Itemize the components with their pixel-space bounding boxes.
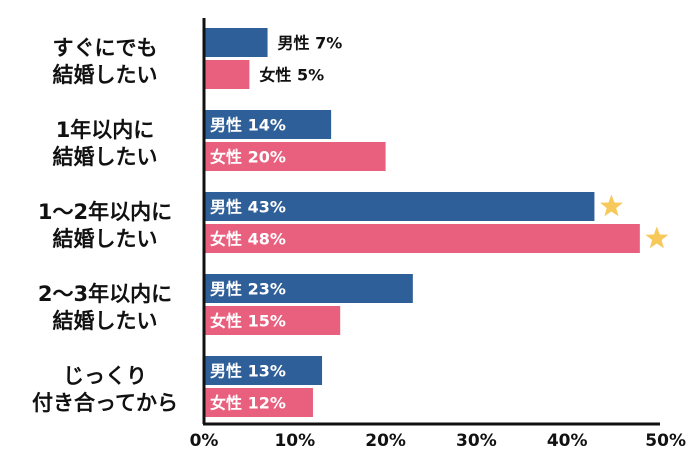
male-bar	[204, 192, 595, 221]
female-bar	[204, 306, 341, 335]
x-tick-label: 20%	[365, 431, 406, 451]
axis: 0% 10% 20% 30% 40% 50%	[190, 18, 686, 451]
x-tick-label: 10%	[274, 431, 315, 451]
x-tick-label: 50%	[645, 431, 686, 451]
male-bar	[204, 110, 332, 139]
female-bar	[204, 60, 250, 89]
female-bar	[204, 142, 386, 171]
female-bar	[204, 224, 640, 253]
bar-data-label: 男性 14%	[210, 116, 286, 135]
bar-data-label: 女性 15%	[210, 312, 286, 331]
x-tick-label: 30%	[456, 431, 497, 451]
bar-data-label: 女性 48%	[210, 230, 286, 249]
category-label: じっくり付き合ってから	[32, 364, 178, 415]
male-bar	[204, 274, 413, 303]
bars: 男性 7% 女性 5% 男性 14% 女性 20% 男性 43% 女性 48% 男性 23%…	[204, 28, 669, 417]
male-bar	[204, 28, 268, 57]
bar-data-label: 女性 5%	[259, 66, 324, 85]
bar-data-label: 男性 43%	[210, 198, 286, 217]
bar-data-label: 男性 13%	[210, 362, 286, 381]
category-label: 1年以内に結婚したい	[53, 118, 158, 169]
category-label: 1～2年以内に結婚したい	[38, 200, 172, 251]
x-tick-label: 0%	[190, 431, 219, 451]
category-label: すぐにでも結婚したい	[53, 36, 158, 87]
female-bar	[204, 388, 313, 417]
category-label: 2～3年以内に結婚したい	[38, 282, 172, 333]
bar-data-label: 男性 23%	[210, 280, 286, 299]
male-bar	[204, 356, 323, 385]
bar-data-label: 女性 20%	[210, 148, 286, 167]
bar-data-label: 女性 12%	[210, 394, 286, 413]
category-labels: すぐにでも結婚したい 1年以内に結婚したい 1～2年以内に結婚したい 2～3年以内に結…	[32, 36, 178, 415]
star-icon	[600, 194, 623, 217]
x-tick-label: 40%	[547, 431, 588, 451]
star-icon	[645, 226, 669, 249]
bar-data-label: 男性 7%	[278, 34, 343, 53]
